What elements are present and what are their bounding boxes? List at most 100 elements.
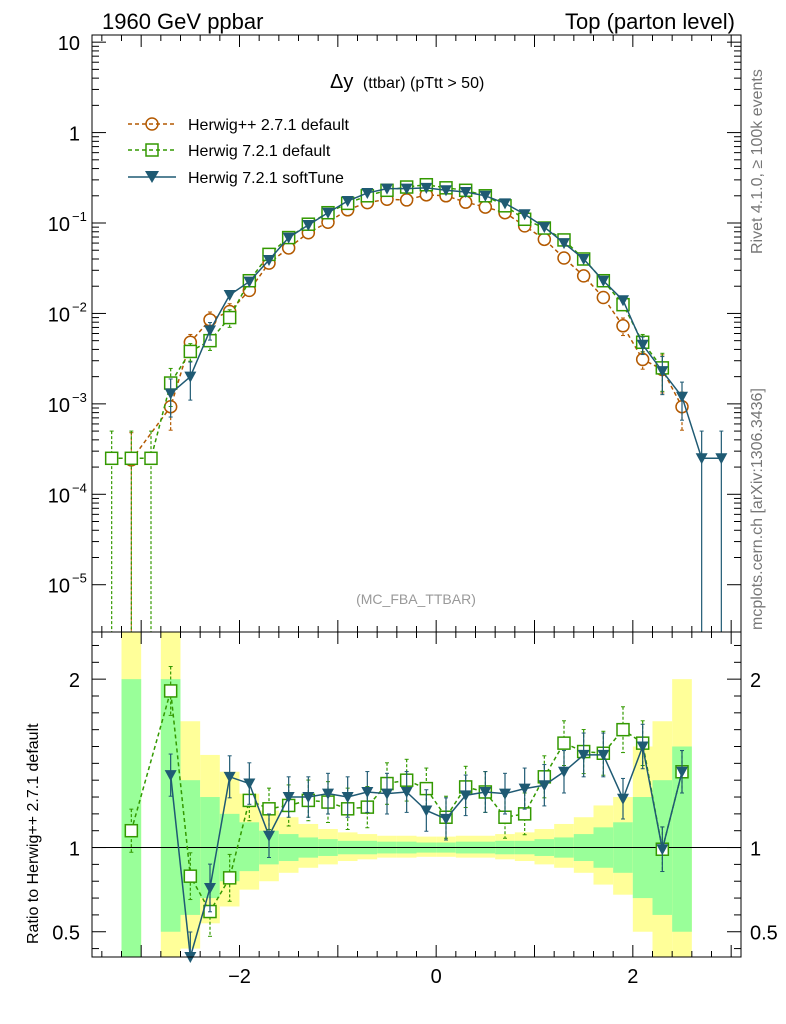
data-point <box>183 869 198 883</box>
legend-entry-herwigpp: Herwig++ 2.7.1 default <box>128 117 350 134</box>
data-point <box>222 310 237 325</box>
data-point <box>538 780 551 792</box>
data-point <box>124 823 139 838</box>
data-point <box>222 871 237 885</box>
data-point <box>400 183 413 195</box>
y-tick-label: 10 <box>48 395 70 417</box>
ratio-y-tick-label-right: 2 <box>750 670 761 692</box>
data-point <box>243 276 256 288</box>
series-herwig-7-2-1-softtune <box>164 723 688 963</box>
ratio-y-tick-label: 0.5 <box>52 923 80 945</box>
data-point <box>243 778 256 790</box>
y-tick-exponent: −4 <box>72 480 87 495</box>
data-point <box>302 792 315 804</box>
data-point <box>616 319 630 333</box>
data-point <box>302 220 315 232</box>
data-point <box>341 792 354 804</box>
plot-title-suffix: (ttbar) (pTtt > 50) <box>363 75 484 92</box>
data-point <box>381 788 393 800</box>
data-point <box>676 391 688 403</box>
data-point <box>459 187 472 199</box>
y-tick-exponent: −5 <box>72 571 87 586</box>
data-point <box>223 289 236 301</box>
plot-title-symbol: Δy <box>330 71 353 93</box>
data-point <box>617 295 629 307</box>
data-point <box>124 451 139 466</box>
data-point <box>164 388 177 400</box>
data-point <box>322 207 334 219</box>
ratio-panel: 0.5 0.5 1 1 2 2 −2 0 2 Ratio to Herwig++ 2.7.1 d… <box>25 631 778 988</box>
ratio-frame <box>91 631 742 958</box>
legend-label-herwigpp: Herwig++ 2.7.1 default <box>188 117 350 134</box>
header-right: Top (parton level) <box>565 9 735 34</box>
data-point <box>577 253 590 265</box>
data-point <box>322 788 334 800</box>
x-tick-label: 2 <box>627 966 638 988</box>
data-point <box>636 339 649 351</box>
data-point <box>597 749 610 761</box>
data-point <box>577 749 590 761</box>
data-point <box>596 290 611 305</box>
ratio-y-tick-label-right: 1 <box>750 839 761 861</box>
series-line <box>111 183 663 460</box>
series-line <box>170 187 722 460</box>
data-point <box>479 190 492 202</box>
plot-title: Δy (ttbar) (pTtt > 50) <box>330 71 484 93</box>
data-point <box>676 766 688 778</box>
data-point <box>440 813 452 825</box>
y-tick-label: 10 <box>48 485 70 507</box>
legend-entry-herwig721: Herwig 7.2.1 default <box>128 143 331 160</box>
data-point <box>499 788 511 800</box>
side-label-bottom: mcplots.cern.ch [arXiv:1306.3436] <box>749 388 766 630</box>
y-tick-label: 10 <box>48 304 70 326</box>
data-point <box>204 325 216 337</box>
main-panel: Δy (ttbar) (pTtt > 50) (MC_FBA_TTBAR) 10… <box>48 33 742 633</box>
y-tick-label: 10 <box>58 33 80 55</box>
data-point <box>381 183 393 195</box>
band-inner <box>121 679 142 957</box>
data-point <box>420 805 433 817</box>
data-point <box>479 786 492 798</box>
data-point <box>440 185 452 197</box>
legend: Herwig++ 2.7.1 default Herwig 7.2.1 defa… <box>128 117 350 187</box>
data-point <box>656 366 669 378</box>
data-point <box>537 232 552 247</box>
data-point <box>478 200 493 214</box>
data-point <box>104 451 119 466</box>
data-point <box>558 766 570 778</box>
data-point <box>459 790 472 802</box>
y-tick-exponent: −2 <box>72 299 87 314</box>
header-left: 1960 GeV ppbar <box>102 9 263 34</box>
series-herwig-7-2-1-softtune <box>164 182 728 633</box>
y-tick-label: 10 <box>48 214 70 236</box>
data-point <box>399 193 414 207</box>
y-tick-label: 10 <box>48 576 70 598</box>
data-point <box>223 771 236 783</box>
data-point <box>635 352 650 367</box>
legend-label-softtune: Herwig 7.2.1 softTune <box>188 170 344 187</box>
y-tick-label: 1 <box>69 124 80 146</box>
legend-label-herwig721: Herwig 7.2.1 default <box>188 143 331 160</box>
data-point <box>262 802 276 816</box>
data-point <box>420 182 433 194</box>
data-point <box>616 722 630 737</box>
series-line <box>130 690 683 914</box>
data-point <box>557 251 571 265</box>
band-inner <box>239 822 260 872</box>
watermark: (MC_FBA_TTBAR) <box>356 591 476 607</box>
band-inner <box>160 679 181 932</box>
x-tick-label: −2 <box>228 966 251 988</box>
series-line <box>130 194 683 461</box>
data-point <box>695 453 708 465</box>
data-point <box>400 786 413 798</box>
y-tick-exponent: −1 <box>72 209 87 224</box>
x-tick-label: 0 <box>431 966 442 988</box>
data-point <box>558 238 570 250</box>
y-tick-exponent: −3 <box>72 390 87 405</box>
data-point <box>144 451 158 466</box>
data-point <box>538 222 551 234</box>
data-point <box>518 783 531 795</box>
data-point <box>636 741 649 753</box>
ratio-y-tick-label-right: 0.5 <box>750 923 778 945</box>
